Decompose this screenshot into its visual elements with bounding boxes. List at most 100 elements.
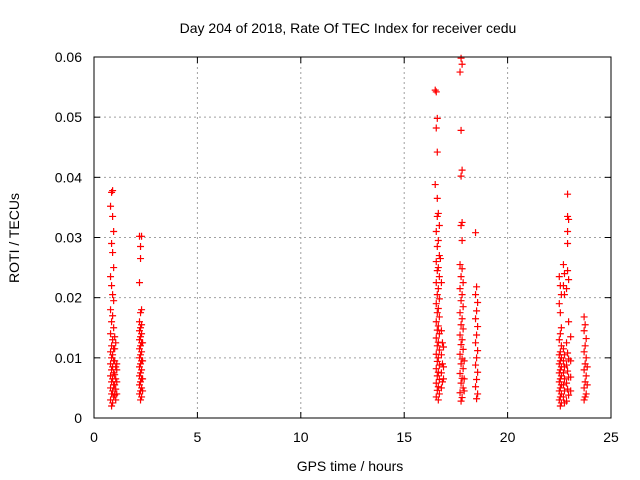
data-point (109, 187, 117, 195)
data-point (474, 390, 482, 398)
data-point (437, 351, 445, 359)
data-point (110, 297, 118, 305)
data-point (434, 209, 442, 217)
y-tick-label: 0.03 (55, 230, 82, 246)
data-point (112, 363, 120, 371)
y-tick-label: 0.05 (55, 109, 82, 125)
data-point (435, 346, 443, 354)
data-point (556, 330, 564, 338)
data-point (434, 396, 442, 404)
data-point (434, 322, 442, 330)
data-point (582, 335, 590, 343)
x-axis-label: GPS time / hours (297, 458, 404, 474)
data-point (138, 366, 146, 374)
data-point (563, 397, 571, 405)
data-point (438, 339, 446, 347)
data-point (456, 285, 464, 293)
data-point (473, 395, 481, 403)
data-point (474, 368, 482, 376)
data-point (459, 384, 467, 392)
data-point (563, 285, 571, 293)
data-point (580, 384, 588, 392)
chart-title: Day 204 of 2018, Rate Of TEC Index for r… (180, 20, 517, 36)
data-point (110, 227, 118, 235)
data-point (109, 351, 117, 359)
data-point (138, 321, 146, 329)
data-point (459, 345, 467, 353)
data-point (137, 333, 145, 341)
data-point (473, 375, 481, 383)
data-point (474, 298, 482, 306)
data-point (139, 339, 147, 347)
data-point (458, 237, 466, 245)
data-point (437, 279, 445, 287)
data-point (109, 212, 117, 220)
data-point (138, 393, 146, 401)
data-point (556, 309, 564, 317)
data-point (113, 390, 121, 398)
data-point (581, 393, 589, 401)
data-point (111, 371, 119, 379)
data-point (135, 279, 143, 287)
data-point (435, 313, 443, 321)
data-point (456, 350, 464, 358)
data-point (109, 312, 117, 320)
data-point (564, 190, 572, 198)
data-point (556, 402, 564, 410)
y-tick-label: 0 (74, 410, 82, 426)
data-point (582, 354, 590, 362)
data-point (432, 227, 440, 235)
data-point (433, 194, 441, 202)
axis-ticks (93, 56, 612, 419)
data-point (472, 361, 480, 369)
data-point (138, 232, 146, 240)
x-tick-label: 15 (396, 429, 412, 445)
data-point (460, 357, 468, 365)
data-point (564, 212, 572, 220)
data-point (472, 291, 480, 299)
data-point (108, 318, 116, 326)
data-point (458, 315, 466, 323)
data-point (556, 348, 564, 356)
data-point (472, 383, 480, 391)
data-point (458, 336, 466, 344)
data-point (107, 306, 115, 314)
data-point (557, 324, 565, 332)
data-point (138, 330, 146, 338)
tick-labels: 0 5 10 15 20 25 0 0.01 0.02 0.03 0.04 0.05 0.06 (55, 49, 619, 445)
data-point (473, 331, 481, 339)
data-point (567, 373, 575, 381)
data-point (107, 202, 115, 210)
data-point (457, 221, 465, 229)
data-point (432, 350, 440, 358)
y-tick-label: 0.02 (55, 290, 82, 306)
data-point (565, 276, 573, 284)
data-point (472, 315, 480, 323)
data-point (438, 378, 446, 386)
data-point (564, 227, 572, 235)
data-point (113, 360, 121, 368)
data-point (582, 390, 590, 398)
data-point (564, 385, 572, 393)
data-point (457, 172, 465, 180)
data-point (138, 306, 146, 314)
data-point (435, 361, 443, 369)
data-point (456, 68, 464, 76)
data-point (458, 166, 466, 174)
data-point (564, 267, 572, 275)
data-point (565, 215, 573, 223)
data-point (580, 348, 588, 356)
data-points (107, 54, 591, 410)
data-point (459, 325, 467, 333)
data-point (457, 54, 465, 62)
data-point (433, 386, 441, 394)
data-point (555, 300, 563, 308)
data-point (107, 330, 115, 338)
x-tick-label: 0 (90, 429, 98, 445)
plot-frame (93, 56, 612, 419)
y-tick-label: 0.06 (55, 49, 82, 65)
data-point (458, 394, 466, 402)
data-point (434, 368, 442, 376)
data-point (459, 365, 467, 373)
data-point (459, 303, 467, 311)
